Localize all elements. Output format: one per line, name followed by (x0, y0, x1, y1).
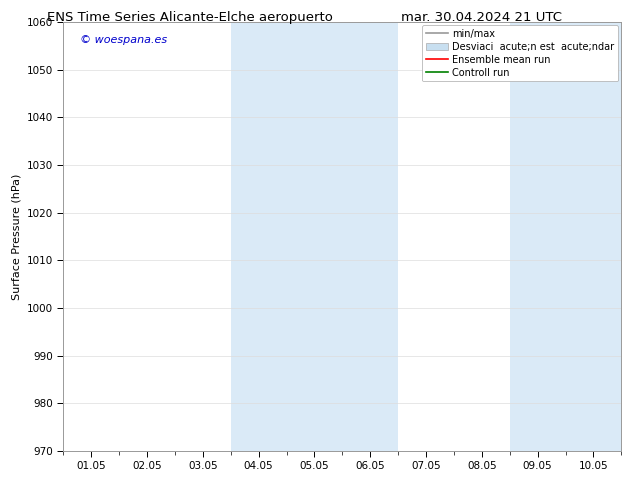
Legend: min/max, Desviaci  acute;n est  acute;ndar, Ensemble mean run, Controll run: min/max, Desviaci acute;n est acute;ndar… (422, 25, 618, 81)
Y-axis label: Surface Pressure (hPa): Surface Pressure (hPa) (11, 173, 21, 299)
Text: mar. 30.04.2024 21 UTC: mar. 30.04.2024 21 UTC (401, 11, 562, 24)
Text: ENS Time Series Alicante-Elche aeropuerto: ENS Time Series Alicante-Elche aeropuert… (48, 11, 333, 24)
Bar (231, 22, 398, 451)
Text: © woespana.es: © woespana.es (80, 35, 167, 45)
Bar (510, 22, 621, 451)
